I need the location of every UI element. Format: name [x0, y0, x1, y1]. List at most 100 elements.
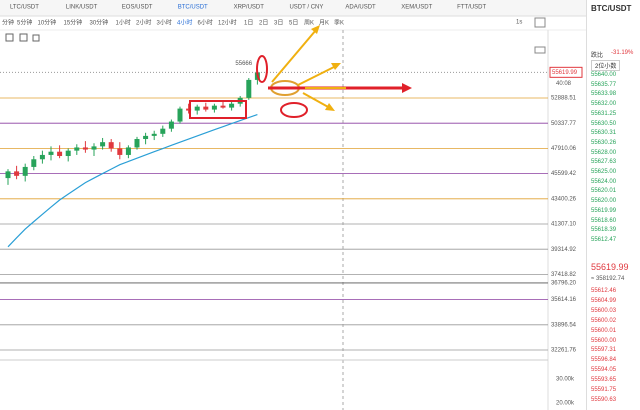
- candle-body: [48, 151, 54, 155]
- pair-tab[interactable]: XEM/USDT: [401, 5, 432, 11]
- candle-body: [246, 79, 252, 98]
- book-row: 55612.47: [591, 236, 617, 243]
- volume-tick-label: 20.00k: [556, 401, 575, 407]
- timeframe[interactable]: 1小时: [116, 19, 131, 27]
- price-tick-label: 35614.16: [551, 297, 577, 303]
- timeframe[interactable]: 15分钟: [64, 19, 83, 27]
- book-row: 55618.39: [591, 227, 617, 234]
- candle-body: [134, 139, 140, 148]
- price-tick-label: 37418.82: [551, 272, 577, 278]
- candle-body: [211, 105, 217, 110]
- book-row: 55593.65: [591, 377, 617, 384]
- timeframe[interactable]: 12小时: [218, 19, 237, 27]
- book-row: 55600.03: [591, 307, 617, 314]
- decimals-select[interactable]: 2位小数: [591, 60, 621, 71]
- book-row: 55612.46: [591, 288, 617, 294]
- price-tick-label: 52888.51: [551, 96, 577, 102]
- candle-body: [100, 142, 106, 147]
- pair-tab[interactable]: BTC/USDT: [178, 5, 208, 11]
- candle-body: [57, 151, 63, 157]
- candle-body: [91, 146, 97, 150]
- timeframe[interactable]: 周K: [304, 20, 314, 27]
- arrow-head: [311, 25, 320, 34]
- price-tag: [549, 66, 583, 78]
- timeframe[interactable]: 4小时: [177, 19, 192, 27]
- price-tick-label: 39314.92: [551, 247, 577, 253]
- peak-label: 55666: [235, 61, 252, 67]
- timeframe[interactable]: 2小时: [136, 19, 151, 27]
- price-tick-label: 41307.10: [551, 222, 577, 228]
- book-row: 55625.00: [591, 169, 617, 175]
- timeframe[interactable]: 3小时: [157, 19, 172, 27]
- book-row: 55604.99: [591, 297, 617, 304]
- timeframe[interactable]: 1日: [244, 20, 253, 27]
- trade-panel: BTC/USDT 跌比 -31.19% 2位小数 55640.00 55635.7…: [586, 0, 640, 410]
- pair-tab[interactable]: EOS/USDT: [122, 5, 153, 11]
- pair-tab[interactable]: USDT / CNY: [289, 5, 323, 11]
- tool-icon[interactable]: [32, 34, 40, 42]
- timeframe[interactable]: 6小时: [198, 19, 213, 27]
- annotation-oval: [256, 55, 268, 83]
- pair-tab[interactable]: ADA/USDT: [345, 5, 376, 11]
- candle-body: [14, 171, 20, 176]
- candle-body: [22, 166, 28, 176]
- timeframe[interactable]: 5日: [289, 20, 298, 27]
- pair-tab[interactable]: XRP/USDT: [234, 5, 265, 11]
- price-tick-label: 33896.54: [551, 322, 577, 328]
- price-tick-label: 47910.06: [551, 146, 577, 152]
- pair-tab[interactable]: LINK/USDT: [66, 5, 98, 11]
- candle-body: [194, 106, 200, 111]
- timeframe[interactable]: 2日: [259, 20, 268, 27]
- price-tick-label: 36796.20: [551, 281, 577, 287]
- timeframe[interactable]: 10分钟: [38, 19, 57, 27]
- timeframe[interactable]: 3日: [274, 20, 283, 27]
- refresh[interactable]: 1s: [516, 20, 522, 26]
- book-row: 55620.01: [591, 188, 617, 195]
- candle-body: [151, 133, 157, 136]
- candle-body: [220, 105, 226, 108]
- timeframe[interactable]: 5分钟: [17, 19, 32, 27]
- candle-body: [229, 103, 235, 108]
- annotation-arrow: [302, 92, 331, 109]
- plot: 52888.51 50337.77 47910.06 45599.42 43400.26…: [0, 61, 583, 407]
- countdown: 40:08: [556, 81, 572, 87]
- arrow-head: [402, 83, 412, 93]
- pair-tab[interactable]: LTC/USDT: [10, 5, 39, 11]
- price-tick-label: 43400.26: [551, 196, 577, 202]
- book-row: 55624.00: [591, 178, 617, 185]
- candle-body: [82, 147, 88, 150]
- book-row: 55619.99: [591, 262, 629, 272]
- price-tick-label: 50337.77: [551, 121, 577, 127]
- fullscreen-icon[interactable]: [534, 17, 546, 28]
- annotation-box: [189, 100, 247, 119]
- timeframe[interactable]: 季K: [334, 19, 344, 27]
- book-row: 55596.84: [591, 357, 617, 364]
- candle-body: [5, 171, 11, 179]
- candle-body: [117, 148, 123, 155]
- candle-body: [108, 142, 114, 149]
- timeframe[interactable]: 分钟: [2, 19, 14, 27]
- candle-body: [39, 154, 45, 160]
- symbol: BTC/USDT: [591, 4, 632, 13]
- candle-body: [65, 150, 71, 157]
- book-row: 55627.63: [591, 159, 617, 166]
- settings-icon[interactable]: [534, 46, 546, 54]
- tool-icon[interactable]: [19, 33, 28, 42]
- candle-body: [160, 128, 166, 134]
- change: -31.19%: [611, 50, 634, 56]
- tool-icon[interactable]: [5, 33, 14, 42]
- book-row: 55633.98: [591, 91, 617, 98]
- candle-body: [143, 135, 149, 140]
- annotation-oval: [280, 102, 308, 118]
- current-price: 55619.99: [552, 70, 578, 76]
- book-row: 55630.26: [591, 139, 617, 146]
- arrow-head: [325, 103, 335, 111]
- timeframe[interactable]: 月K: [319, 20, 329, 27]
- change-label: 跌比: [591, 53, 604, 59]
- book-row: 55628.00: [591, 149, 617, 156]
- book-row: 55635.77: [591, 81, 617, 88]
- pair-tab[interactable]: FTT/USDT: [457, 5, 486, 11]
- timeframe[interactable]: 30分钟: [90, 19, 109, 27]
- book-row: 55619.99: [591, 207, 617, 214]
